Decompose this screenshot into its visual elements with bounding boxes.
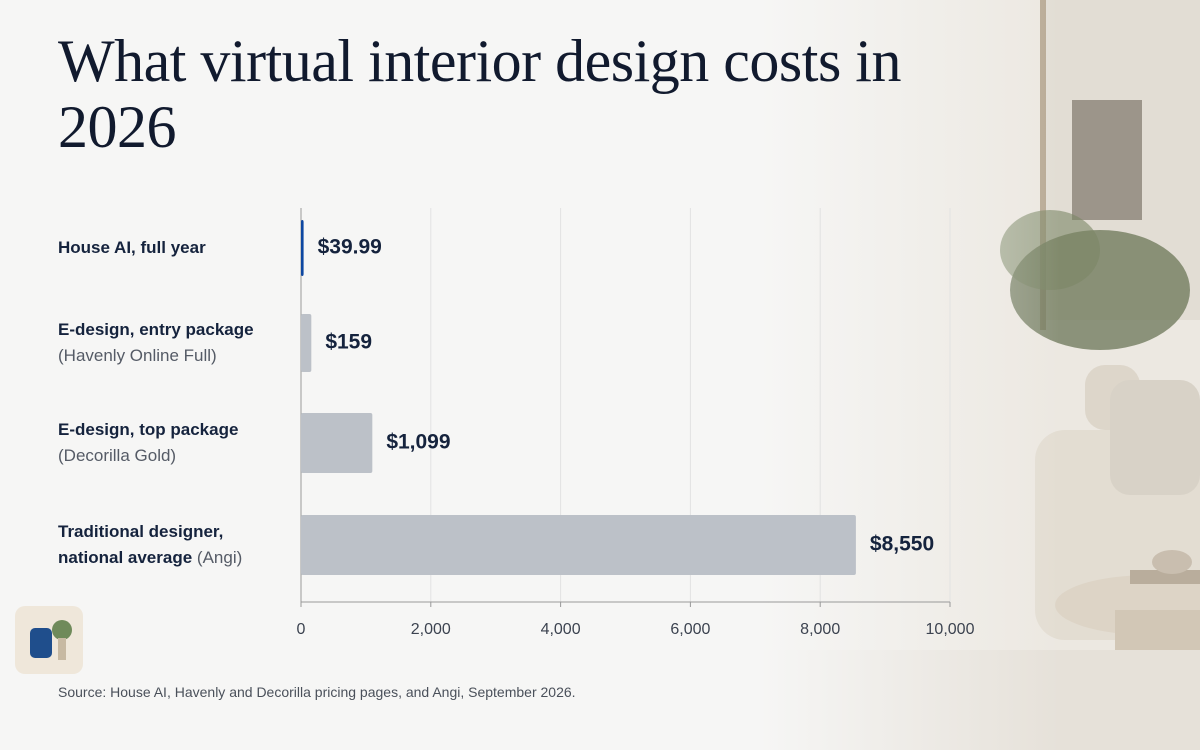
- x-tick-label: 10,000: [926, 621, 975, 638]
- category-label: House AI, full year: [58, 235, 286, 261]
- category-label: E-design, top package (Decorilla Gold): [58, 417, 286, 469]
- source-note: Source: House AI, Havenly and Decorilla …: [58, 684, 576, 700]
- bar: [301, 515, 856, 575]
- category-label: E-design, entry package (Havenly Online …: [58, 317, 286, 369]
- x-tick-label: 4,000: [541, 621, 581, 638]
- value-label: $8,550: [870, 533, 934, 556]
- x-tick-label: 6,000: [670, 621, 710, 638]
- x-tick-label: 0: [297, 621, 306, 638]
- bar: [301, 220, 304, 276]
- category-name: House AI, full year: [58, 238, 206, 257]
- category-name: Traditional designer, national average: [58, 522, 224, 567]
- bar: [301, 314, 312, 372]
- room-background: [760, 0, 1200, 750]
- app-icon: [15, 606, 83, 674]
- category-note: (Angi): [196, 548, 243, 567]
- value-label: $1,099: [386, 431, 450, 454]
- x-tick-label: 2,000: [411, 621, 451, 638]
- x-tick-label: 8,000: [800, 621, 840, 638]
- category-name: E-design, entry package: [58, 320, 254, 339]
- category-note: (Decorilla Gold): [58, 446, 177, 465]
- chart-title: What virtual interior design costs in 20…: [58, 28, 901, 160]
- value-label: $159: [325, 331, 372, 354]
- category-label: Traditional designer, national average (…: [58, 519, 286, 571]
- category-name: E-design, top package: [58, 420, 239, 439]
- value-label: $39.99: [318, 236, 382, 259]
- category-note: (Havenly Online Full): [58, 346, 217, 365]
- bar: [301, 413, 373, 473]
